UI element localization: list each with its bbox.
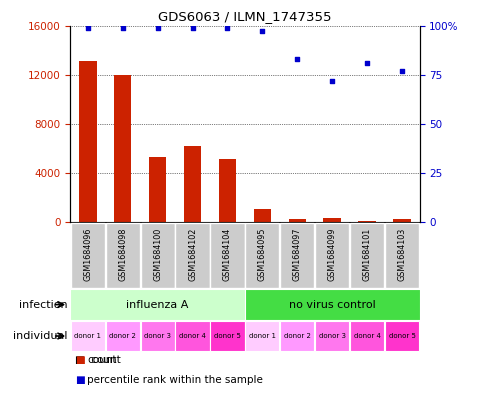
Bar <box>70 290 244 320</box>
Text: GSM1684102: GSM1684102 <box>188 228 197 281</box>
Text: no virus control: no virus control <box>288 299 375 310</box>
Bar <box>218 160 236 222</box>
Text: GSM1684095: GSM1684095 <box>257 228 266 281</box>
Text: individual: individual <box>14 331 68 341</box>
Bar <box>210 223 244 288</box>
Bar <box>79 61 96 222</box>
Point <box>84 24 91 31</box>
Bar <box>358 220 375 222</box>
Title: GDS6063 / ILMN_1747355: GDS6063 / ILMN_1747355 <box>158 10 331 23</box>
Text: GSM1684098: GSM1684098 <box>118 228 127 281</box>
Text: GSM1684097: GSM1684097 <box>292 228 301 281</box>
Text: GSM1684103: GSM1684103 <box>397 228 406 281</box>
Text: donor 2: donor 2 <box>283 333 310 339</box>
Text: donor 1: donor 1 <box>74 333 101 339</box>
Bar <box>245 321 279 351</box>
Bar <box>315 223 348 288</box>
Text: infection: infection <box>19 299 68 310</box>
Bar <box>140 223 174 288</box>
Text: influenza A: influenza A <box>126 299 188 310</box>
Bar <box>106 321 139 351</box>
Text: ■  count: ■ count <box>75 355 121 365</box>
Bar <box>323 218 340 222</box>
Text: GSM1684100: GSM1684100 <box>153 228 162 281</box>
Bar <box>244 290 419 320</box>
Text: GSM1684099: GSM1684099 <box>327 228 336 281</box>
Point <box>328 77 335 84</box>
Text: percentile rank within the sample: percentile rank within the sample <box>87 375 263 386</box>
Bar <box>71 321 105 351</box>
Point <box>363 60 370 66</box>
Bar <box>280 223 314 288</box>
Bar <box>393 219 410 222</box>
Bar <box>71 223 105 288</box>
Bar <box>140 321 174 351</box>
Point <box>293 56 301 62</box>
Point <box>188 24 196 31</box>
Text: donor 2: donor 2 <box>109 333 136 339</box>
Bar <box>175 223 209 288</box>
Text: donor 4: donor 4 <box>179 333 206 339</box>
Point <box>397 68 405 74</box>
Bar <box>315 321 348 351</box>
Bar <box>384 223 418 288</box>
Text: GSM1684104: GSM1684104 <box>223 228 231 281</box>
Text: donor 1: donor 1 <box>248 333 275 339</box>
Text: ■: ■ <box>75 375 85 386</box>
Text: GSM1684101: GSM1684101 <box>362 228 371 281</box>
Point <box>258 28 266 35</box>
Text: ■: ■ <box>75 355 85 365</box>
Bar <box>183 146 201 222</box>
Text: GSM1684096: GSM1684096 <box>83 228 92 281</box>
Bar <box>384 321 418 351</box>
Bar <box>280 321 314 351</box>
Text: donor 5: donor 5 <box>213 333 241 339</box>
Bar <box>349 321 383 351</box>
Bar <box>106 223 139 288</box>
Text: donor 4: donor 4 <box>353 333 380 339</box>
Bar <box>175 321 209 351</box>
Bar <box>149 157 166 222</box>
Text: donor 3: donor 3 <box>318 333 345 339</box>
Text: donor 3: donor 3 <box>144 333 171 339</box>
Bar <box>349 223 383 288</box>
Bar <box>245 223 279 288</box>
Point <box>119 24 126 31</box>
Bar <box>253 209 271 222</box>
Text: count: count <box>87 355 117 365</box>
Text: donor 5: donor 5 <box>388 333 415 339</box>
Point <box>223 24 231 31</box>
Bar <box>210 321 244 351</box>
Bar <box>288 219 305 222</box>
Point <box>153 24 161 31</box>
Bar <box>114 75 131 222</box>
